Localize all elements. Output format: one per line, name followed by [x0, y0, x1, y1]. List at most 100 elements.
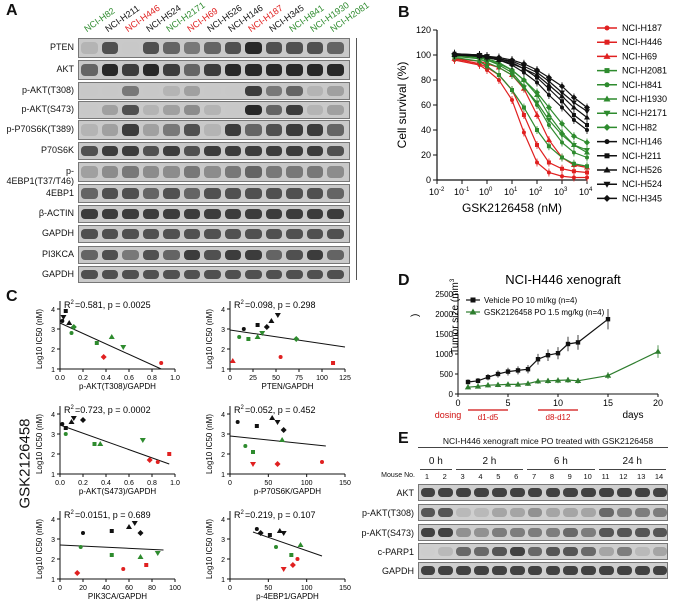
- x-tick-label: 0: [455, 398, 460, 408]
- data-point: [237, 335, 242, 339]
- blot-band: [101, 229, 118, 239]
- blot-band: [245, 64, 262, 76]
- legend-entry: NCI-H524: [597, 179, 662, 189]
- data-point: [585, 170, 589, 175]
- blot-band: [581, 566, 597, 575]
- blot-band: [563, 547, 579, 556]
- y-tick-label: 60: [421, 100, 431, 110]
- x-tick-label: 0.4: [101, 480, 111, 487]
- x-tick-label: 20: [653, 398, 663, 408]
- blot-band: [327, 166, 344, 178]
- y-tick-label: 0: [449, 390, 454, 399]
- mouse-number: 8: [549, 472, 554, 481]
- data-point: [259, 331, 266, 336]
- y-tick-label: 2: [221, 557, 225, 564]
- data-point: [545, 112, 552, 117]
- y-axis-label: Log10 IC50 (nM): [35, 414, 44, 474]
- legend-label: Vehicle PO 10 ml/kg (n=4): [484, 296, 577, 305]
- data-point: [545, 137, 552, 142]
- data-point: [604, 372, 612, 378]
- data-point: [167, 452, 172, 456]
- data-point: [575, 340, 581, 345]
- data-point: [574, 377, 582, 383]
- blot-band: [286, 124, 303, 136]
- data-point: [585, 128, 589, 132]
- data-point: [545, 74, 552, 81]
- data-point: [521, 130, 526, 135]
- blot-band: [183, 124, 200, 136]
- blot-band: [652, 528, 668, 537]
- blot-band: [265, 42, 282, 54]
- blot-band: [286, 209, 303, 219]
- blot-row: [418, 524, 668, 541]
- timepoint-bracket: [420, 469, 452, 470]
- blot-band: [245, 209, 262, 219]
- legend-entry: NCI-H345: [597, 193, 662, 203]
- data-point: [131, 521, 138, 526]
- blot-band: [265, 64, 282, 76]
- data-point: [535, 357, 541, 362]
- data-point: [510, 88, 514, 92]
- data-point: [560, 155, 564, 160]
- mouse-number: 12: [619, 472, 628, 481]
- blot-band: [142, 250, 159, 260]
- blot-band: [204, 86, 221, 96]
- blot-band: [652, 508, 668, 517]
- x-tick-label: 100: [169, 585, 181, 592]
- fit-line: [229, 329, 346, 348]
- legend-label: NCI-H1930: [622, 94, 667, 104]
- blot-band: [204, 105, 221, 115]
- blot-band: [142, 229, 159, 239]
- blot-band: [652, 566, 668, 575]
- blot-band: [265, 270, 282, 279]
- blot-band: [204, 124, 221, 136]
- blot-row: [78, 184, 350, 203]
- data-point: [559, 120, 565, 127]
- mouse-number: 1: [424, 472, 429, 481]
- x-tick-label: 0.8: [147, 375, 157, 382]
- data-point: [465, 379, 471, 385]
- data-point: [268, 318, 275, 323]
- data-point: [520, 60, 527, 67]
- legend-marker: [603, 181, 611, 188]
- y-tick-label: 1: [221, 472, 225, 479]
- x-tick-label: 100: [301, 585, 313, 592]
- data-point: [564, 376, 572, 383]
- data-point: [504, 381, 512, 387]
- mouse-number: 2: [442, 472, 447, 481]
- blot-band: [204, 64, 221, 76]
- y-tick-label: 2: [221, 452, 225, 459]
- blot-band: [616, 547, 632, 556]
- blot-band: [142, 86, 159, 96]
- blot-row: [78, 101, 350, 119]
- mouse-number: 13: [637, 472, 646, 481]
- blot-band: [438, 566, 454, 575]
- y-tick-label: 4: [221, 517, 225, 524]
- y-tick-label: 1000: [435, 350, 453, 359]
- data-point: [109, 553, 114, 557]
- blot-band: [509, 528, 525, 537]
- blot-band: [265, 86, 282, 96]
- data-point: [251, 450, 255, 454]
- blot-band: [286, 166, 303, 178]
- data-point: [571, 169, 576, 174]
- timepoint-bracket: [598, 469, 666, 470]
- blot-band: [81, 229, 98, 239]
- x-tick-label: 0.8: [147, 480, 157, 487]
- data-point: [109, 529, 114, 533]
- fit-line: [59, 544, 164, 551]
- annotation: =0.052, p = 0.452: [245, 405, 316, 415]
- blot-row-label: GAPDH: [381, 566, 414, 576]
- blot-band: [327, 86, 344, 96]
- blot-band: [183, 250, 200, 260]
- blot-row-label: AKT: [396, 488, 414, 498]
- blot-band: [527, 528, 543, 537]
- data-point: [525, 367, 531, 372]
- mouse-number: 7: [531, 472, 537, 481]
- blot-band: [491, 508, 507, 517]
- data-point: [535, 160, 539, 165]
- series-line: [467, 351, 659, 388]
- blot-band: [183, 146, 200, 156]
- scatter-plot-c4: 1 2 3 4 0 50 100 150 p-P70S6K/GAPDH Log10 IC50 (n…: [205, 405, 351, 496]
- legend-marker: [603, 123, 611, 131]
